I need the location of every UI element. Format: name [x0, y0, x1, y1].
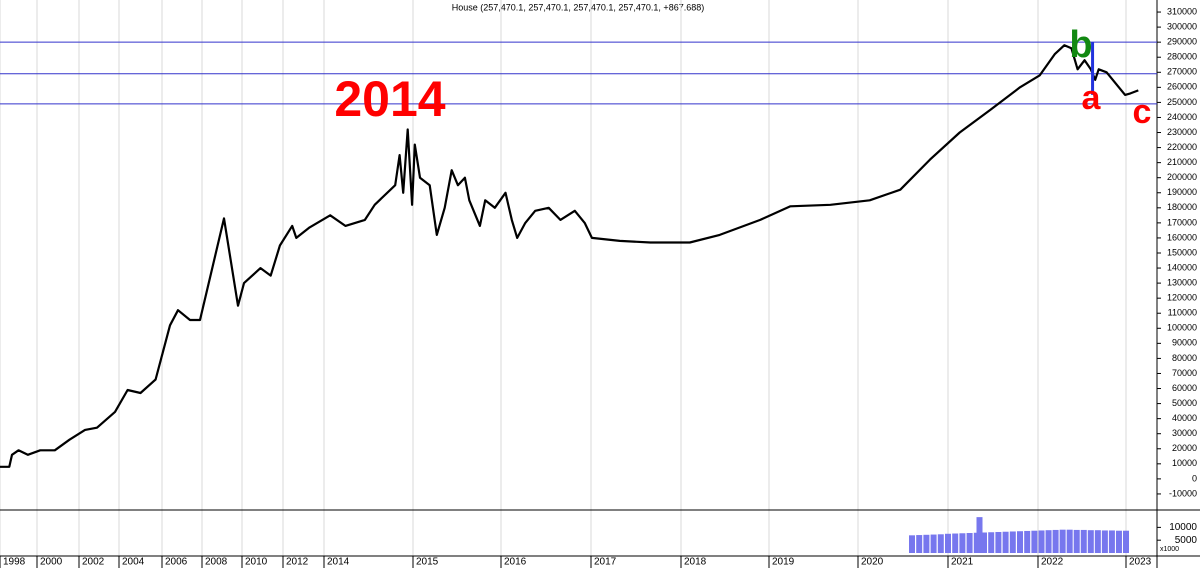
volume-bar — [1108, 530, 1115, 553]
volume-bar — [976, 517, 983, 553]
y-tick-label: 190000 — [1167, 187, 1197, 197]
volume-bar — [1080, 529, 1087, 553]
x-tick-label: 2019 — [772, 557, 795, 568]
y-tick-label: 50000 — [1172, 398, 1197, 408]
y-tick-label: 130000 — [1167, 277, 1197, 287]
x-tick-label: 2022 — [1041, 557, 1064, 568]
x-tick-label: 2018 — [684, 557, 707, 568]
x-tick-label: 2016 — [504, 557, 527, 568]
y-tick-label: 260000 — [1167, 82, 1197, 92]
volume-bar — [1031, 530, 1038, 553]
y-tick-label: 60000 — [1172, 383, 1197, 393]
x-tick-label: 2010 — [245, 557, 268, 568]
volume-bar — [1038, 530, 1045, 553]
y-tick-label: 10000 — [1172, 458, 1197, 468]
volume-bar — [1059, 529, 1066, 553]
y-tick-label: 170000 — [1167, 217, 1197, 227]
volume-bar — [1087, 530, 1094, 553]
volume-bar — [1123, 530, 1129, 553]
y-tick-label: 230000 — [1167, 127, 1197, 137]
annotation: c — [1133, 93, 1152, 131]
y-tick-label: 140000 — [1167, 262, 1197, 272]
y-tick-label: 270000 — [1167, 67, 1197, 77]
y-tick-label: 30000 — [1172, 428, 1197, 438]
volume-bar — [959, 533, 966, 553]
volume-bar — [1024, 530, 1031, 553]
annotation: a — [1082, 79, 1102, 117]
volume-bar — [1094, 530, 1101, 553]
x-tick-label: 2006 — [165, 557, 188, 568]
y-tick-label: 310000 — [1167, 6, 1197, 16]
chart-title: House (257,470.1, 257,470.1, 257,470.1, … — [452, 2, 704, 12]
y-tick-label: 70000 — [1172, 368, 1197, 378]
volume-bar — [909, 535, 915, 553]
y-tick-label: 300000 — [1167, 21, 1197, 31]
volume-y-tick-label: 10000 — [1169, 522, 1197, 533]
volume-bar — [1017, 531, 1023, 553]
x-tick-label: 2015 — [416, 557, 439, 568]
y-tick-label: 80000 — [1172, 353, 1197, 363]
y-tick-label: 280000 — [1167, 52, 1197, 62]
x-tick-label: 2021 — [951, 557, 974, 568]
x-tick-label: 2004 — [122, 557, 145, 568]
y-tick-label: 220000 — [1167, 142, 1197, 152]
volume-bar — [1002, 531, 1009, 553]
x-tick-label: 2014 — [327, 557, 350, 568]
volume-bar — [1073, 529, 1080, 553]
y-tick-label: 120000 — [1167, 293, 1197, 303]
y-tick-label: 40000 — [1172, 413, 1197, 423]
y-tick-label: 250000 — [1167, 97, 1197, 107]
volume-bar — [952, 533, 959, 553]
y-tick-label: 90000 — [1172, 338, 1197, 348]
x-tick-label: 2008 — [205, 557, 228, 568]
volume-bar — [937, 534, 944, 553]
x-tick-label: 1998 — [3, 557, 26, 568]
x-tick-label: 2023 — [1129, 557, 1152, 568]
y-tick-label: 210000 — [1167, 157, 1197, 167]
y-tick-label: 290000 — [1167, 37, 1197, 47]
volume-y-tick-label: 5000 — [1175, 535, 1198, 546]
y-tick-label: -10000 — [1169, 488, 1197, 498]
y-tick-label: 200000 — [1167, 172, 1197, 182]
y-tick-label: 180000 — [1167, 202, 1197, 212]
x-tick-label: 2000 — [40, 557, 63, 568]
volume-bar — [1009, 531, 1016, 553]
y-tick-label: 150000 — [1167, 247, 1197, 257]
y-tick-label: 20000 — [1172, 443, 1197, 453]
x-tick-label: 2017 — [594, 557, 617, 568]
volume-bar — [966, 533, 973, 553]
y-tick-label: 160000 — [1167, 232, 1197, 242]
x-tick-label: 2012 — [286, 557, 309, 568]
price-line — [0, 44, 1139, 468]
volume-bar — [995, 531, 1002, 553]
volume-bar — [923, 534, 930, 553]
y-tick-label: 0 — [1192, 473, 1197, 483]
volume-bar — [981, 532, 987, 553]
annotation: 2014 — [334, 71, 445, 127]
volume-bar — [1101, 530, 1108, 553]
y-tick-label: 100000 — [1167, 323, 1197, 333]
volume-bar — [988, 532, 995, 553]
x-tick-label: 2020 — [861, 557, 884, 568]
volume-bar — [1066, 529, 1073, 553]
volume-bar — [930, 534, 937, 553]
volume-bar — [1045, 530, 1052, 553]
y-tick-label: 240000 — [1167, 112, 1197, 122]
volume-bar — [1052, 529, 1059, 553]
volume-bar — [916, 535, 923, 553]
volume-bar — [945, 533, 951, 553]
volume-bar — [1115, 530, 1122, 553]
y-tick-label: 110000 — [1168, 308, 1197, 318]
x-tick-label: 2002 — [82, 557, 105, 568]
volume-unit-label: x1000 — [1160, 546, 1179, 553]
annotation: b — [1069, 24, 1092, 66]
